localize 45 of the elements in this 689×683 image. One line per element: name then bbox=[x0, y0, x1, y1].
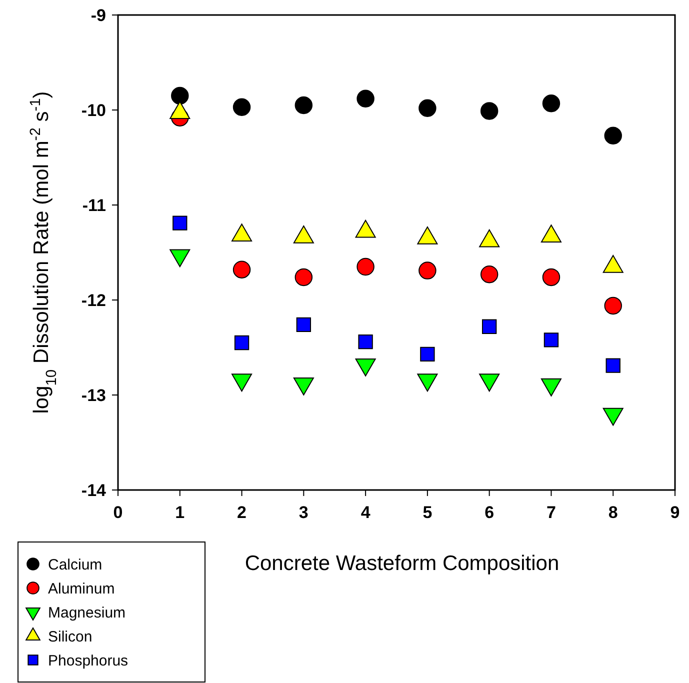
x-tick-label: 5 bbox=[422, 503, 432, 522]
x-tick-label: 6 bbox=[484, 503, 494, 522]
legend-label: Silicon bbox=[48, 628, 92, 646]
point bbox=[234, 335, 250, 350]
point bbox=[356, 90, 374, 108]
point bbox=[171, 86, 189, 105]
x-axis-title: Concrete Wasteform Composition bbox=[244, 552, 560, 575]
legend-label: Phosphorus bbox=[48, 652, 128, 670]
point bbox=[418, 99, 436, 117]
point bbox=[480, 266, 498, 284]
point bbox=[420, 346, 435, 362]
legend-label: Magnesium bbox=[48, 604, 126, 622]
legend-label: Aluminum bbox=[48, 580, 115, 598]
y-tick-label: -9 bbox=[90, 6, 106, 25]
x-tick-label: 7 bbox=[546, 503, 556, 522]
point bbox=[358, 334, 373, 350]
y-tick-label: -13 bbox=[81, 386, 106, 405]
x-tick-label: 4 bbox=[360, 503, 371, 522]
point bbox=[604, 296, 622, 315]
point bbox=[544, 332, 559, 348]
point bbox=[294, 268, 313, 286]
x-tick-label: 9 bbox=[670, 503, 680, 522]
x-tick-label: 8 bbox=[608, 503, 618, 522]
point bbox=[482, 319, 497, 334]
legend-label: Calcium bbox=[48, 556, 102, 574]
point bbox=[296, 317, 312, 332]
point bbox=[606, 358, 620, 373]
y-tick-label: -14 bbox=[81, 480, 107, 500]
point bbox=[356, 258, 374, 276]
x-tick-label: 2 bbox=[237, 503, 247, 522]
point bbox=[232, 260, 251, 278]
point bbox=[294, 96, 313, 114]
point bbox=[542, 268, 560, 286]
point bbox=[604, 126, 622, 144]
y-tick-label: -11 bbox=[82, 196, 106, 215]
point bbox=[418, 262, 436, 280]
point bbox=[232, 98, 251, 116]
y-tick-label: -10 bbox=[81, 100, 106, 120]
x-tick-label: 3 bbox=[298, 503, 308, 522]
y-tick-label: -12 bbox=[81, 290, 106, 310]
x-tick-label: 1 bbox=[175, 503, 185, 522]
x-tick-label: 0 bbox=[113, 503, 123, 522]
point bbox=[480, 102, 498, 120]
point bbox=[172, 216, 188, 230]
point bbox=[542, 94, 560, 112]
